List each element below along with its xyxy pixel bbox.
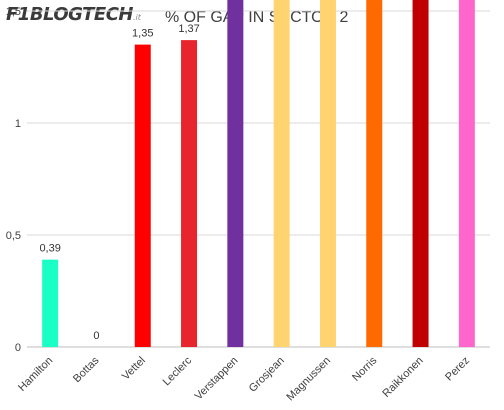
bar — [181, 40, 198, 348]
y-tick-label: 0 — [15, 342, 21, 354]
y-tick-label: 0,5 — [6, 230, 21, 242]
x-tick-label: Hamilton — [16, 355, 55, 394]
data-label: 1,37 — [178, 23, 199, 35]
chart-header: F1BLOGTECH.it % OF GAP IN SECTOR 2 — [0, 0, 504, 36]
x-tick-label: Grosjean — [247, 355, 287, 395]
x-tick-label: Perez — [443, 355, 472, 384]
logo-suffix: .it — [132, 13, 141, 22]
x-tick-label: Norris — [350, 354, 380, 384]
bar — [134, 44, 151, 347]
bar — [412, 0, 429, 347]
logo-text: F1BLOGTECH — [6, 4, 133, 25]
bar — [42, 259, 59, 347]
data-label: 0 — [93, 330, 99, 342]
x-tick-label: Bottas — [71, 354, 102, 385]
y-tick-label: 1 — [15, 118, 21, 130]
y-tick-label: 1,5 — [6, 6, 21, 18]
x-tick-label: Vettel — [120, 355, 148, 383]
brand-logo: F1BLOGTECH.it — [6, 4, 141, 25]
x-tick-label: Verstappen — [193, 355, 241, 403]
bar — [227, 0, 244, 348]
chart-title: % OF GAP IN SECTOR 2 — [165, 9, 349, 26]
bar — [273, 0, 290, 348]
data-label: 0,39 — [39, 243, 60, 255]
x-tick-label: Magnussen — [284, 355, 333, 404]
bar — [319, 0, 336, 347]
x-tick-label: Leclerc — [161, 354, 195, 388]
x-tick-label: Raikkonen — [380, 355, 425, 400]
data-label: 1,35 — [132, 28, 153, 40]
y-axis-ticks: 00,511,522,5 — [6, 6, 21, 354]
bars — [42, 0, 475, 348]
bar — [366, 0, 383, 347]
bar — [458, 0, 475, 347]
